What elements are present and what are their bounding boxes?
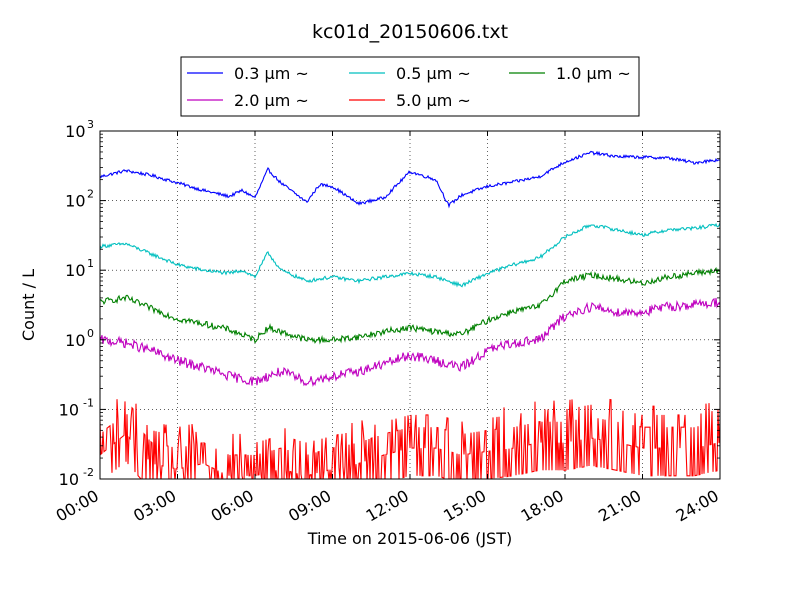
y-tick-label-base: 10 [65,261,85,280]
y-tick-label-exponent: 3 [87,118,94,131]
series-line [100,398,720,479]
y-tick-label: 10 -2 [59,466,94,489]
y-tick-label-exponent: 1 [87,257,94,270]
y-tick-label: 10 2 [65,188,94,211]
legend-item: 2.0 μm ~ [187,91,309,110]
series-line [100,267,720,345]
legend: 0.3 μm ~ 0.5 μm ~ 1.0 μm ~ 2.0 μm ~ 5.0 μm ~ [180,56,640,117]
legend-item: 1.0 μm ~ [509,64,631,83]
series-line [100,297,720,388]
legend-frame [180,56,640,117]
legend-label: 2.0 μm ~ [234,91,309,110]
legend-label: 5.0 μm ~ [396,91,471,110]
y-tick-label-base: 10 [59,400,79,419]
chart-title: kc01d_20150606.txt [312,21,508,43]
y-tick-label: 10 3 [65,118,94,141]
y-tick-label: 10 0 [65,327,94,350]
legend-item: 0.5 μm ~ [349,64,471,83]
y-tick-label-exponent: 0 [87,327,94,340]
series-layer [100,150,720,479]
y-tick-label: 10 -1 [59,396,94,419]
y-tick-label: 10 1 [65,257,94,280]
y-tick-label-base: 10 [65,192,85,211]
legend-label: 1.0 μm ~ [556,64,631,83]
series-line [100,150,720,209]
y-tick-label-base: 10 [65,122,85,141]
legend-label: 0.5 μm ~ [396,64,471,83]
series-line [100,222,720,288]
y-axis-label: Count / L [19,269,38,341]
y-tick-label-base: 10 [59,470,79,489]
y-tick-label-exponent: -1 [83,396,94,409]
x-axis-label: Time on 2015-06-06 (JST) [307,529,512,548]
y-tick-label-exponent: 2 [87,188,94,201]
y-tick-label-exponent: -2 [83,466,94,479]
grid [99,131,721,479]
legend-item: 5.0 μm ~ [349,91,471,110]
y-tick-label-base: 10 [65,331,85,350]
legend-item: 0.3 μm ~ [187,64,309,83]
legend-label: 0.3 μm ~ [234,64,309,83]
